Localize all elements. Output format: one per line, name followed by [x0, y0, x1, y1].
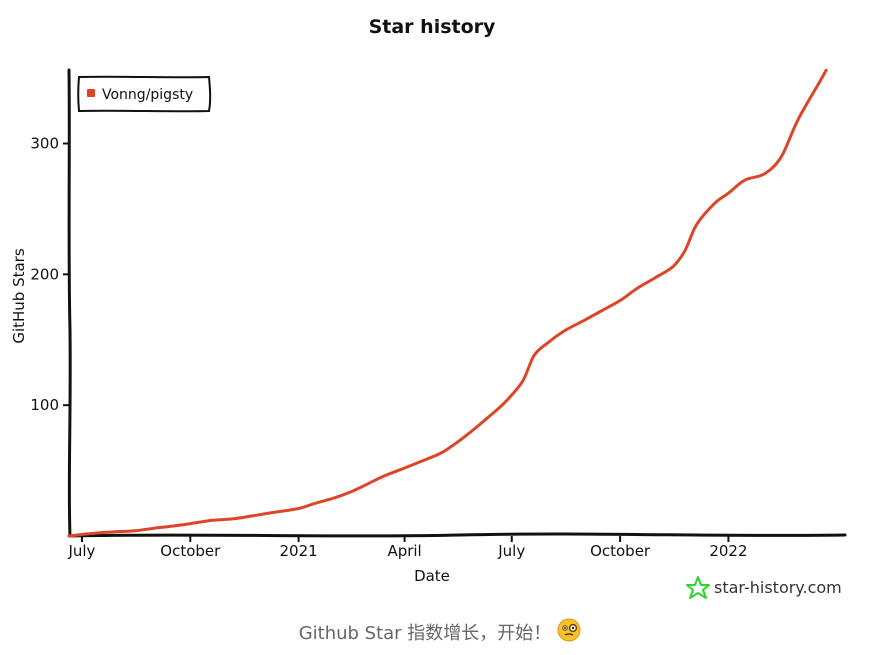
x-tick-label: July: [67, 542, 95, 560]
y-axis-label: GitHub Stars: [10, 248, 28, 344]
caption-text: Github Star 指数增长，开始！: [298, 623, 552, 644]
x-axis-label: Date: [414, 567, 450, 585]
series-line-vonng-pigsty: [67, 68, 828, 538]
star-icon: [686, 576, 710, 599]
watermark-text: star-history.com: [714, 578, 842, 597]
x-tick-label: 2022: [709, 542, 747, 560]
x-axis: [67, 532, 847, 538]
watermark: star-history.com: [686, 576, 842, 599]
legend-label: Vonng/pigsty: [102, 87, 193, 103]
y-tick-label: 300: [30, 135, 59, 153]
x-tick-label: 2021: [280, 542, 318, 560]
star-history-chart: Star history 100 200 300 July October 2021 Ap…: [10, 16, 847, 599]
legend-swatch: [87, 89, 95, 97]
face-with-monocle-emoji: [557, 618, 581, 647]
y-tick-label: 100: [30, 396, 59, 414]
x-tick-label: October: [590, 542, 651, 560]
y-axis: [67, 68, 72, 538]
x-tick-label: October: [160, 542, 221, 560]
caption: Github Star 指数增长，开始！: [0, 618, 880, 647]
legend-box: [77, 75, 212, 113]
y-tick-label: 200: [30, 265, 59, 283]
x-ticks: July October 2021 April July October 2022: [67, 536, 748, 560]
x-tick-label: July: [497, 542, 525, 560]
chart-title: Star history: [369, 16, 496, 38]
x-tick-label: April: [387, 542, 421, 560]
y-ticks: 100 200 300: [30, 135, 69, 414]
legend: Vonng/pigsty: [77, 75, 212, 113]
